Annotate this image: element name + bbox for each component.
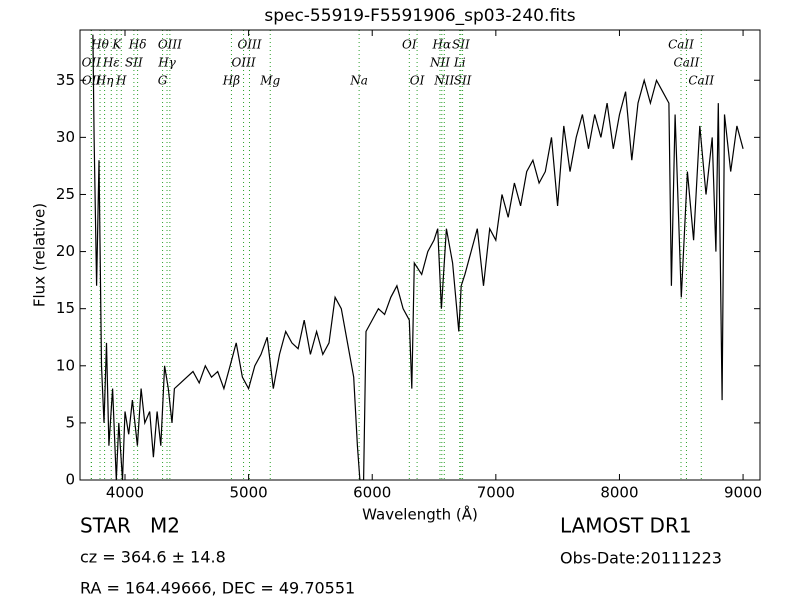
obs-date: Obs-Date:20111223 [560, 549, 722, 568]
y-tick-label: 35 [56, 71, 75, 89]
y-tick-label: 30 [56, 128, 75, 146]
spectral-line-label: Hη [95, 74, 114, 88]
x-axis-label: Wavelength (Å) [362, 505, 478, 524]
redshift: cz = 364.6 ± 14.8 [80, 548, 226, 567]
spectrum [92, 34, 744, 480]
spectral-line-label: Mg [259, 74, 280, 88]
spectral-line-label: G [158, 74, 168, 88]
spectral-line-label: K [111, 38, 122, 52]
spectral-line-label: CaII [688, 74, 714, 88]
x-tick-label: 9000 [724, 484, 762, 502]
spectral-line-label: Hγ [157, 56, 176, 70]
spectral-line-label: Na [349, 74, 368, 88]
survey: LAMOST DR1 [560, 514, 692, 538]
spectral-line-label: CaII [674, 56, 700, 70]
plot-frame [79, 29, 761, 481]
y-tick-label: 15 [56, 299, 75, 317]
spectral-line-label: Hβ [222, 74, 240, 88]
spectral-line-label: SII [454, 74, 472, 88]
spectral-line-label: OI [410, 74, 425, 88]
x-tick-label: 4000 [106, 484, 144, 502]
spectral-line-label: OIII [158, 38, 182, 52]
spectral-line-label: CaII [668, 38, 694, 52]
y-tick-label: 20 [56, 242, 75, 260]
spectral-line-label: SII [125, 56, 143, 70]
spectral-line-label: NII [429, 56, 450, 70]
spectral-line-label: OII [82, 74, 102, 88]
y-axis-label: Flux (relative) [31, 203, 49, 307]
x-tick-label: 6000 [353, 484, 391, 502]
spectral-line-label: OIII [232, 56, 256, 70]
x-tick-label: 5000 [230, 484, 268, 502]
spectral-line-label: Hε [102, 56, 120, 70]
spectral-line-label: Hδ [128, 38, 147, 52]
y-tick-label: 5 [65, 413, 75, 431]
y-tick-label: 25 [56, 185, 75, 203]
y-tick-label: 0 [65, 471, 75, 489]
spectral-line-label: Hα [432, 38, 452, 52]
spectral-line-label: OIII [237, 38, 261, 52]
coordinates: RA = 164.49666, DEC = 49.70551 [80, 579, 355, 598]
spectral-line-label: H [115, 74, 127, 88]
x-tick-label: 8000 [600, 484, 638, 502]
spectral-line-label: Li [453, 56, 466, 70]
x-tick-label: 7000 [477, 484, 515, 502]
spectral-line-label: SII [452, 38, 470, 52]
chart-title: spec-55919-F5591906_sp03-240.fits [264, 6, 575, 26]
y-tick-label: 10 [56, 356, 75, 374]
object-class: STAR M2 [80, 514, 180, 538]
spectral-line-label: Hθ [90, 38, 109, 52]
spectral-line-label: OI [402, 38, 417, 52]
spectral-line-label: NII [433, 74, 454, 88]
